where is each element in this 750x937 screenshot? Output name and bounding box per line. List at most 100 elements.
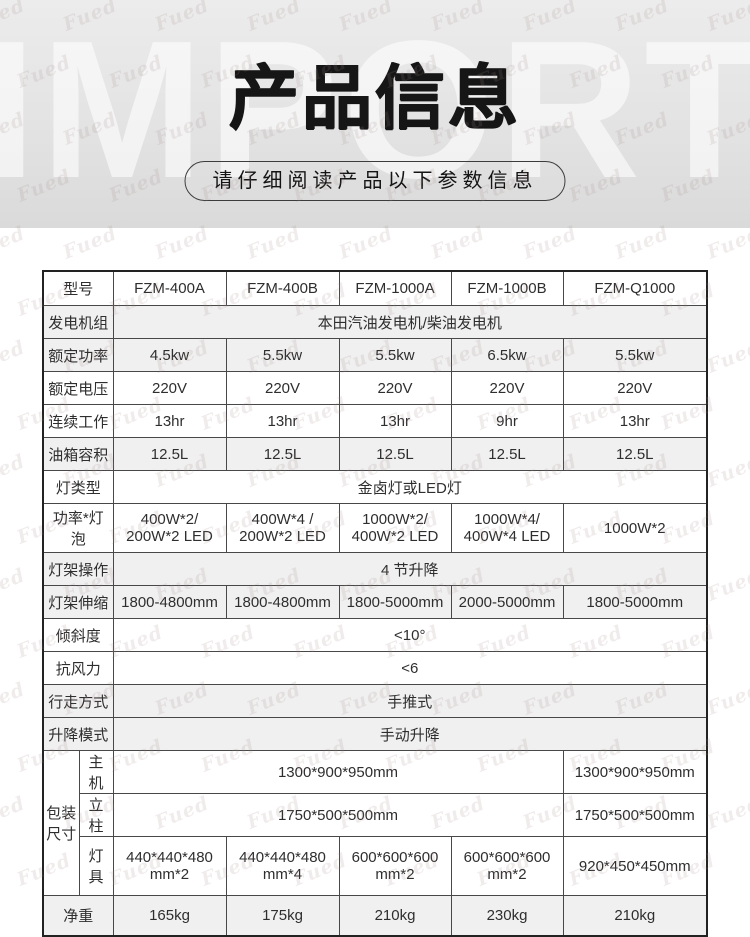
cell-power-bulb-4: 1000W*4/ 400W*4 LED: [451, 504, 563, 553]
watermark-scribble: Fued: [704, 792, 750, 834]
cell-moving-mode-span: 手推式: [113, 685, 707, 718]
row-continuous-work: 连续工作 13hr 13hr 13hr 9hr 13hr: [43, 405, 707, 438]
cell-power-bulb-5: 1000W*2: [563, 504, 707, 553]
watermark-scribble: Fued: [0, 450, 28, 492]
row-label-mast-operation: 灯架操作: [43, 553, 113, 586]
row-tilt: 倾斜度 <10°: [43, 619, 707, 652]
row-label-tilt: 倾斜度: [43, 619, 113, 652]
row-tank-capacity: 油箱容积 12.5L 12.5L 12.5L 12.5L 12.5L: [43, 438, 707, 471]
row-label-packaging-column: 立柱: [79, 794, 113, 837]
cell-tank-capacity-4: 12.5L: [451, 438, 563, 471]
cell-wind-resistance-span: <6: [113, 652, 707, 685]
cell-rated-voltage-4: 220V: [451, 372, 563, 405]
row-rated-voltage: 额定电压 220V 220V 220V 220V 220V: [43, 372, 707, 405]
cell-continuous-work-4: 9hr: [451, 405, 563, 438]
watermark-scribble: Fued: [520, 222, 580, 264]
cell-power-bulb-1: 400W*2/ 200W*2 LED: [113, 504, 226, 553]
watermark-scribble: Fued: [0, 792, 28, 834]
row-mast-operation: 灯架操作 4 节升降: [43, 553, 707, 586]
cell-lift-mode-span: 手动升降: [113, 718, 707, 751]
cell-rated-voltage-5: 220V: [563, 372, 707, 405]
cell-rated-power-5: 5.5kw: [563, 339, 707, 372]
cell-model-5: FZM-Q1000: [563, 271, 707, 306]
watermark-scribble: Fued: [704, 336, 750, 378]
cell-mast-extension-4: 2000-5000mm: [451, 586, 563, 619]
cell-mast-extension-2: 1800-4800mm: [226, 586, 339, 619]
row-label-lamp-type: 灯类型: [43, 471, 113, 504]
cell-packaging-lamps-1: 440*440*480 mm*2: [113, 837, 226, 896]
row-label-packaging-host: 主机: [79, 751, 113, 794]
cell-packaging-lamps-2: 440*440*480 mm*4: [226, 837, 339, 896]
cell-rated-power-2: 5.5kw: [226, 339, 339, 372]
cell-rated-voltage-2: 220V: [226, 372, 339, 405]
row-label-model: 型号: [43, 271, 113, 306]
cell-rated-voltage-1: 220V: [113, 372, 226, 405]
cell-continuous-work-3: 13hr: [339, 405, 451, 438]
cell-packaging-lamps-3: 600*600*600 mm*2: [339, 837, 451, 896]
cell-power-bulb-3: 1000W*2/ 400W*2 LED: [339, 504, 451, 553]
row-label-generator: 发电机组: [43, 306, 113, 339]
row-lift-mode: 升降模式 手动升降: [43, 718, 707, 751]
cell-mast-operation-span: 4 节升降: [113, 553, 707, 586]
cell-lamp-type-span: 金卤灯或LED灯: [113, 471, 707, 504]
watermark-scribble: Fued: [704, 450, 750, 492]
row-rated-power: 额定功率 4.5kw 5.5kw 5.5kw 6.5kw 5.5kw: [43, 339, 707, 372]
cell-generator-span: 本田汽油发电机/柴油发电机: [113, 306, 707, 339]
cell-tank-capacity-3: 12.5L: [339, 438, 451, 471]
cell-continuous-work-2: 13hr: [226, 405, 339, 438]
cell-packaging-column-last: 1750*500*500mm: [563, 794, 707, 837]
row-moving-mode: 行走方式 手推式: [43, 685, 707, 718]
cell-packaging-host-last: 1300*900*950mm: [563, 751, 707, 794]
watermark-scribble: Fued: [428, 222, 488, 264]
row-mast-extension: 灯架伸缩 1800-4800mm 1800-4800mm 1800-5000mm…: [43, 586, 707, 619]
row-label-tank-capacity: 油箱容积: [43, 438, 113, 471]
row-packaging-column: 立柱 1750*500*500mm 1750*500*500mm: [43, 794, 707, 837]
watermark-scribble: Fued: [704, 678, 750, 720]
cell-mast-extension-1: 1800-4800mm: [113, 586, 226, 619]
cell-rated-power-4: 6.5kw: [451, 339, 563, 372]
row-packaging-lamps: 灯具 440*440*480 mm*2 440*440*480 mm*4 600…: [43, 837, 707, 896]
cell-mast-extension-3: 1800-5000mm: [339, 586, 451, 619]
cell-packaging-host-span: 1300*900*950mm: [113, 751, 563, 794]
watermark-scribble: Fued: [704, 564, 750, 606]
watermark-scribble: Fued: [0, 222, 28, 264]
watermark-scribble: Fued: [336, 222, 396, 264]
row-label-wind-resistance: 抗风力: [43, 652, 113, 685]
row-label-rated-voltage: 额定电压: [43, 372, 113, 405]
cell-continuous-work-5: 13hr: [563, 405, 707, 438]
hero-banner: IMPORT 产品信息 请仔细阅读产品以下参数信息: [0, 0, 750, 228]
row-label-lift-mode: 升降模式: [43, 718, 113, 751]
cell-packaging-lamps-4: 600*600*600 mm*2: [451, 837, 563, 896]
watermark-scribble: Fued: [152, 222, 212, 264]
row-label-rated-power: 额定功率: [43, 339, 113, 372]
row-label-moving-mode: 行走方式: [43, 685, 113, 718]
cell-rated-power-3: 5.5kw: [339, 339, 451, 372]
row-label-continuous-work: 连续工作: [43, 405, 113, 438]
cell-mast-extension-5: 1800-5000mm: [563, 586, 707, 619]
row-model: 型号 FZM-400A FZM-400B FZM-1000A FZM-1000B…: [43, 271, 707, 306]
row-lamp-type: 灯类型 金卤灯或LED灯: [43, 471, 707, 504]
row-generator: 发电机组 本田汽油发电机/柴油发电机: [43, 306, 707, 339]
cell-model-2: FZM-400B: [226, 271, 339, 306]
watermark-scribble: Fued: [60, 222, 120, 264]
cell-rated-power-1: 4.5kw: [113, 339, 226, 372]
watermark-scribble: Fued: [0, 678, 28, 720]
row-packaging-host: 包装 尺寸 主机 1300*900*950mm 1300*900*950mm: [43, 751, 707, 794]
cell-tank-capacity-5: 12.5L: [563, 438, 707, 471]
cell-model-4: FZM-1000B: [451, 271, 563, 306]
cell-rated-voltage-3: 220V: [339, 372, 451, 405]
row-label-mast-extension: 灯架伸缩: [43, 586, 113, 619]
cell-packaging-column-span: 1750*500*500mm: [113, 794, 563, 837]
row-wind-resistance: 抗风力 <6: [43, 652, 707, 685]
row-label-packaging-lamps: 灯具: [79, 837, 113, 896]
cell-continuous-work-1: 13hr: [113, 405, 226, 438]
cell-model-1: FZM-400A: [113, 271, 226, 306]
cell-power-bulb-2: 400W*4 / 200W*2 LED: [226, 504, 339, 553]
page-title: 产品信息: [0, 42, 750, 143]
watermark-scribble: Fued: [0, 336, 28, 378]
cell-packaging-lamps-5: 920*450*450mm: [563, 837, 707, 896]
watermark-scribble: Fued: [244, 222, 304, 264]
row-power-bulb: 功率*灯泡 400W*2/ 200W*2 LED 400W*4 / 200W*2…: [43, 504, 707, 553]
subtitle-pill: 请仔细阅读产品以下参数信息: [185, 161, 566, 201]
spec-table: 型号 FZM-400A FZM-400B FZM-1000A FZM-1000B…: [42, 270, 708, 937]
